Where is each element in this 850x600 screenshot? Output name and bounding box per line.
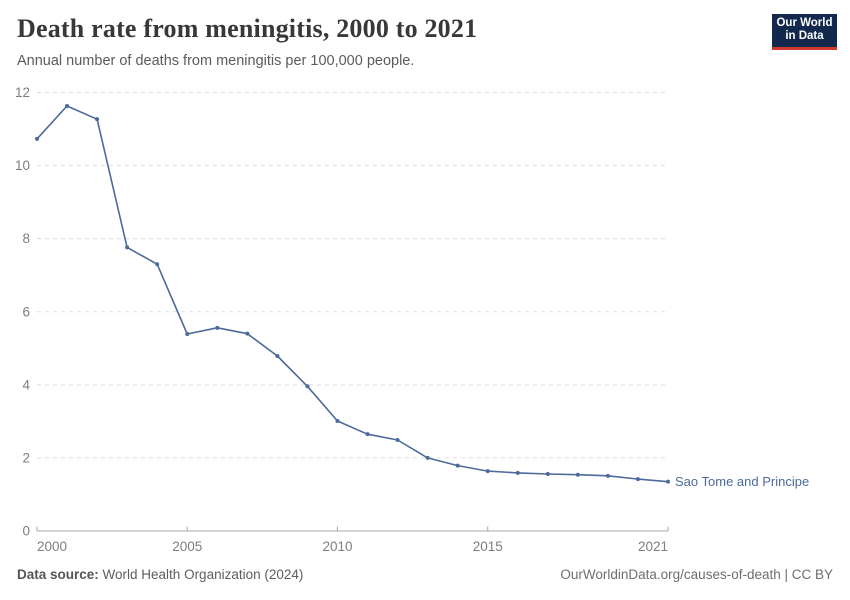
x-tick-label: 2005 (172, 539, 202, 554)
footer: Data source: World Health Organization (… (17, 567, 833, 582)
y-tick-label: 10 (15, 158, 30, 173)
series-entity-label[interactable]: Sao Tome and Principe (675, 474, 809, 489)
data-point (455, 463, 460, 468)
owid-logo[interactable]: Our World in Data (772, 14, 837, 50)
x-tick-label: 2010 (322, 539, 352, 554)
data-point (575, 472, 580, 477)
credit-link[interactable]: OurWorldinData.org/causes-of-death | CC … (560, 567, 833, 582)
data-source-label: Data source: (17, 567, 99, 582)
x-tick-label: 2000 (37, 539, 67, 554)
data-point (155, 262, 160, 267)
data-point (305, 384, 310, 389)
y-tick-label: 2 (22, 450, 30, 465)
data-point (65, 104, 70, 109)
y-tick-label: 4 (22, 377, 30, 392)
y-tick-label: 0 (22, 524, 30, 539)
y-tick-label: 6 (22, 304, 30, 319)
x-tick-label: 2015 (473, 539, 503, 554)
chart-subtitle: Annual number of deaths from meningitis … (17, 53, 415, 69)
y-tick-label: 8 (22, 231, 30, 246)
data-source: Data source: World Health Organization (… (17, 567, 303, 582)
data-point (635, 477, 640, 482)
data-point (395, 438, 400, 443)
line-series (36, 105, 669, 483)
data-point (125, 245, 130, 250)
owid-logo-line2: in Data (785, 30, 824, 42)
gridlines (37, 92, 668, 459)
data-point (185, 332, 190, 337)
data-point (425, 455, 430, 460)
owid-logo-line1: Our World (776, 16, 833, 29)
data-point (515, 470, 520, 475)
y-axis-labels: 0 2 4 6 8 10 12 (15, 85, 31, 539)
chart-title: Death rate from meningitis, 2000 to 2021 (17, 14, 478, 43)
owid-logo-text: Our World in Data (776, 17, 832, 45)
data-point (605, 473, 610, 478)
data-point (275, 353, 280, 358)
x-tick-label: 2021 (638, 539, 668, 554)
x-axis: 2000 2005 2010 2015 2021 (36, 526, 669, 554)
data-point (215, 325, 220, 330)
data-point (365, 432, 370, 437)
data-point (485, 469, 490, 474)
data-point (95, 117, 100, 122)
data-point (545, 471, 550, 476)
data-point (666, 479, 670, 484)
data-point (335, 419, 340, 424)
data-points (35, 104, 670, 484)
data-source-value: World Health Organization (2024) (98, 567, 304, 582)
data-point (245, 331, 250, 336)
data-point (35, 136, 39, 141)
y-tick-label: 12 (15, 85, 30, 100)
